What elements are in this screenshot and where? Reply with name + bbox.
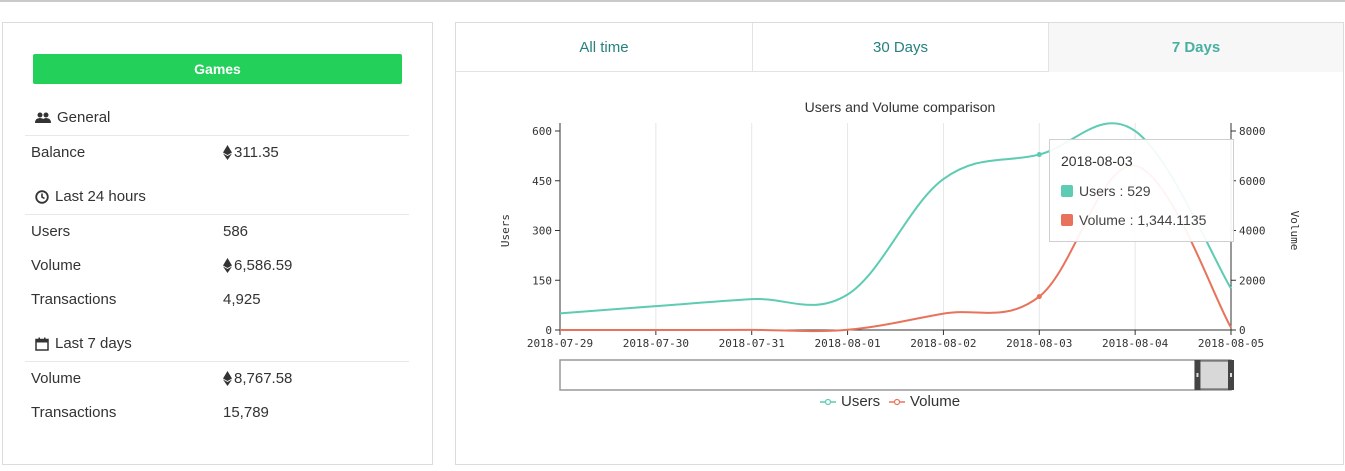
legend-volume-marker [889,398,905,405]
zoom-window[interactable] [1196,360,1232,390]
users-swatch [1061,185,1073,197]
volume-24h-amount: 6,586.59 [234,257,293,274]
legend-users[interactable]: Users [820,393,880,410]
zoom-track [559,359,1232,391]
transactions-7d-label: Transactions [31,404,117,421]
balance-amount: 311.35 [234,144,279,161]
chart-panel: All time 30 Days 7 Days Users and Volume… [455,22,1344,465]
y-left-tick-label: 600 [532,125,552,138]
tab-all-time[interactable]: All time [456,23,753,72]
y-left-axis-label: Users [499,214,512,247]
y-left-tick-label: 300 [532,225,552,238]
y-right-axis-label: Volume [1288,211,1301,251]
legend-users-label: Users [841,393,881,410]
volume-swatch [1061,214,1073,226]
general-section-heading: General [35,109,110,126]
ethereum-icon [223,371,232,386]
stats-panel: Games General Balance 311.35 Last 24 hou… [2,22,433,465]
volume-24h-label: Volume [31,257,82,274]
games-button[interactable]: Games [33,54,402,84]
ethereum-icon [223,258,232,273]
zoom-handle-grip [1196,373,1199,377]
top-divider [0,0,1345,2]
tooltip-volume-row: Volume : 1,344.1135 [1061,212,1206,228]
x-tick-label: 2018-07-29 [527,337,593,350]
general-heading: General [57,109,111,126]
ethereum-icon [223,145,232,160]
y-right-tick-label: 6000 [1239,175,1266,188]
x-tick-label: 2018-08-02 [910,337,976,350]
x-tick-label: 2018-07-31 [719,337,785,350]
volume-7d-amount: 8,767.58 [234,370,293,387]
tab-7-days[interactable]: 7 Days [1049,23,1343,72]
tooltip-date: 2018-08-03 [1061,153,1133,169]
chart-title: Users and Volume comparison [805,99,996,115]
users-icon [35,112,51,123]
tooltip-volume-text: Volume : 1,344.1135 [1079,212,1207,228]
y-left-tick-label: 0 [545,324,552,337]
legend-users-marker [820,398,836,405]
zoom-handle-grip [1230,373,1232,377]
last7-section-heading: Last 7 days [35,335,132,352]
divider [25,135,409,136]
x-tick-label: 2018-08-03 [1006,337,1072,350]
last7-heading: Last 7 days [55,335,132,352]
y-right-tick-label: 0 [1239,324,1246,337]
transactions-24h-count: 4,925 [223,291,261,308]
period-tabs: All time 30 Days 7 Days [456,23,1343,72]
last24-heading: Last 24 hours [55,188,146,205]
transactions-24h-value: 4,925 [223,291,261,308]
volume-24h-value: 6,586.59 [223,257,292,274]
y-right-tick-label: 4000 [1239,225,1266,238]
x-tick-label: 2018-08-01 [814,337,880,350]
tab-30-days[interactable]: 30 Days [753,23,1049,72]
divider [25,361,409,362]
divider [25,214,409,215]
last24-section-heading: Last 24 hours [35,188,146,205]
chart-tooltip: 2018-08-03 Users : 529 Volume : 1,344.11… [1049,139,1234,242]
calendar-icon [35,337,49,351]
data-point-volume [1036,294,1042,300]
users-label: Users [31,223,71,240]
y-right-tick-label: 8000 [1239,125,1266,138]
users-volume-chart: Users and Volume comparison 2018-07-29 20… [499,99,1301,391]
x-tick-label: 2018-07-30 [623,337,689,350]
y-left-tick-label: 450 [532,175,552,188]
data-point-users [1036,152,1042,158]
transactions-7d-value: 15,789 [223,404,269,421]
transactions-7d-count: 15,789 [223,404,269,421]
y-right-tick-label: 2000 [1239,274,1266,287]
balance-label: Balance [31,144,86,161]
y-left-tick-label: 150 [532,274,552,287]
legend-volume[interactable]: Volume [889,393,960,410]
volume-7d-value: 8,767.58 [223,370,292,387]
transactions-24h-label: Transactions [31,291,117,308]
volume-7d-label: Volume [31,370,82,387]
users-count: 586 [223,223,249,240]
x-tick-label: 2018-08-04 [1102,337,1169,350]
balance-value: 311.35 [223,144,279,161]
users-value: 586 [223,223,248,240]
series-line-users [559,122,1232,315]
x-tick-label: 2018-08-05 [1198,337,1264,350]
tooltip-users-row: Users : 529 [1061,183,1151,199]
tooltip-users-text: Users : 529 [1079,183,1151,199]
clock-icon [35,189,49,204]
legend-volume-label: Volume [910,393,961,410]
